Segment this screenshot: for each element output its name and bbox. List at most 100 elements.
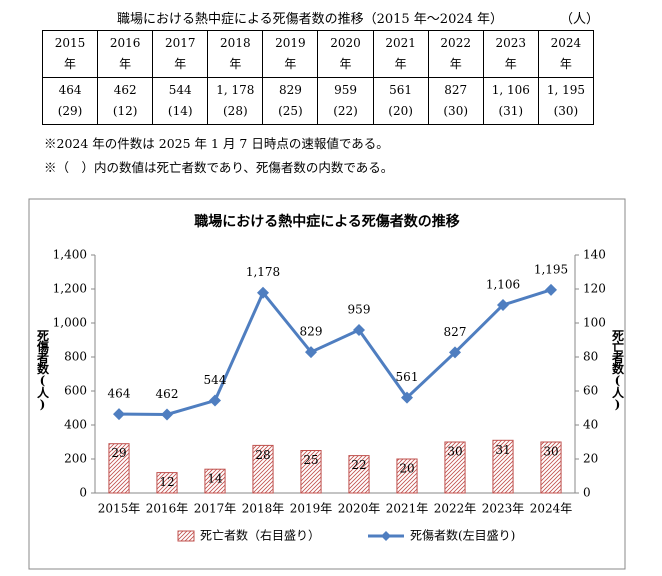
- casualty-count: 829: [278, 83, 302, 97]
- y-tick-label: 800: [64, 350, 87, 364]
- death-count: (14): [167, 104, 193, 118]
- header-text: 年: [119, 57, 132, 71]
- bar: [348, 455, 370, 494]
- header-text: 年: [504, 57, 517, 71]
- legend-label: 死傷者数(左目盛り): [410, 528, 515, 543]
- death-count: (31): [498, 104, 524, 118]
- header-text: 年: [559, 57, 572, 71]
- bar-label: 30: [447, 445, 462, 459]
- marker: [401, 391, 413, 404]
- x-tick-label: 2019年: [290, 502, 333, 516]
- header-cell: 2022 年: [427, 30, 484, 78]
- casualty-count: 827: [444, 83, 468, 97]
- casualty-count: 1, 195: [546, 83, 585, 97]
- bar: [108, 443, 130, 494]
- y-axis-label: 死傷者数(人): [36, 329, 50, 411]
- header-text: 2024: [550, 36, 582, 50]
- y2-tick-label: 40: [583, 418, 598, 432]
- point-label: 829: [300, 325, 323, 339]
- marker: [113, 408, 125, 421]
- bar: [204, 468, 226, 494]
- header-cell: 2023 年: [482, 30, 539, 78]
- header-cell: 2017 年: [152, 30, 209, 78]
- chart: 職場における熱中症による死傷者数の推移 死傷者数(人) 死亡者数(人) 0200…: [28, 198, 626, 570]
- header-cell: 2020 年: [317, 30, 374, 78]
- bar-label: 28: [255, 448, 270, 462]
- point-label: 959: [348, 302, 371, 316]
- data-cell: 462 (12): [97, 77, 154, 125]
- y2-tick-label: 60: [583, 384, 598, 398]
- bar: [300, 450, 322, 494]
- point-label: 561: [396, 370, 419, 384]
- y2-tick-label: 80: [583, 350, 598, 364]
- header-cell: 2016 年: [97, 30, 154, 78]
- x-tick-label: 2016年: [146, 502, 189, 516]
- data-cell: 827 (30): [427, 77, 484, 125]
- header-text: 年: [339, 57, 352, 71]
- data-table: 2015 年 2016 年 2017 年 2018 年 2019 年 2020 年 2021 年 2022 年…: [41, 30, 595, 125]
- header-text: 年: [174, 57, 187, 71]
- y2-axis-label: 死亡者数(人): [611, 329, 625, 411]
- note: ※2024 年の件数は 2025 年 1 月 7 日時点の速報値である。: [44, 136, 389, 151]
- casualty-count: 561: [389, 83, 413, 97]
- marker: [305, 346, 317, 359]
- x-tick-label: 2015年: [98, 502, 141, 516]
- x-tick-label: 2020年: [338, 502, 381, 516]
- header-text: 2017: [164, 36, 196, 50]
- bar: [396, 458, 418, 494]
- header-cell: 2021 年: [372, 30, 429, 78]
- y-tick-label: 200: [64, 452, 87, 466]
- y-tick-label: 1,200: [53, 282, 87, 296]
- x-tick-label: 2023年: [482, 502, 525, 516]
- bar: [444, 441, 466, 494]
- casualty-count: 1, 178: [216, 83, 255, 97]
- x-tick-label: 2017年: [194, 502, 237, 516]
- x-tick-label: 2018年: [242, 502, 285, 516]
- y-tick-label: 0: [79, 486, 87, 500]
- data-row: 464 (29) 462 (12) 544 (14) 1, 178 (28) 829 (25) 95…: [41, 77, 595, 125]
- x-tick-label: 2024年: [530, 502, 573, 516]
- y-tick-label: 600: [64, 384, 87, 398]
- header-cell: 2024 年: [537, 30, 595, 78]
- y-tick-label: 1,000: [53, 316, 87, 330]
- casualty-count: 959: [334, 83, 357, 97]
- bar-label: 14: [207, 472, 223, 486]
- data-cell: 959 (22): [317, 77, 374, 125]
- header-cell: 2019 年: [262, 30, 319, 78]
- casualty-count: 462: [113, 83, 137, 97]
- bar-label: 25: [303, 453, 318, 467]
- point-label: 462: [156, 387, 179, 401]
- death-count: (28): [223, 104, 248, 118]
- marker: [161, 408, 173, 421]
- bar: [492, 439, 514, 494]
- casualty-count: 464: [58, 83, 82, 97]
- y2-tick-label: 20: [583, 452, 598, 466]
- marker: [257, 286, 269, 299]
- death-count: (20): [388, 104, 413, 118]
- death-count: (25): [278, 104, 303, 118]
- data-cell: 561 (20): [372, 77, 429, 125]
- header-text: 2018: [220, 36, 251, 50]
- bar: [540, 441, 562, 494]
- y-tick-label: 400: [64, 418, 87, 432]
- header-text: 年: [449, 57, 462, 71]
- header-text: 年: [229, 57, 242, 71]
- header-cell: 2015 年: [41, 30, 99, 78]
- header-text: 年: [284, 57, 297, 71]
- bar: [156, 472, 178, 494]
- data-cell: 544 (14): [152, 77, 209, 125]
- point-label: 1,178: [246, 265, 280, 279]
- bar-label: 29: [111, 446, 126, 460]
- table-unit: （人）: [560, 12, 600, 27]
- death-count: (30): [443, 104, 469, 118]
- y2-tick-label: 140: [583, 248, 606, 262]
- x-tick-label: 2021年: [386, 502, 429, 516]
- y-tick-label: 1,400: [53, 248, 87, 262]
- header-cell: 2018 年: [207, 30, 264, 78]
- bar-label: 31: [495, 443, 510, 457]
- header-text: 2021: [385, 36, 416, 50]
- marker: [353, 323, 365, 336]
- data-cell: 829 (25): [262, 77, 319, 125]
- header-text: 年: [64, 57, 77, 71]
- bar-label: 20: [399, 462, 414, 476]
